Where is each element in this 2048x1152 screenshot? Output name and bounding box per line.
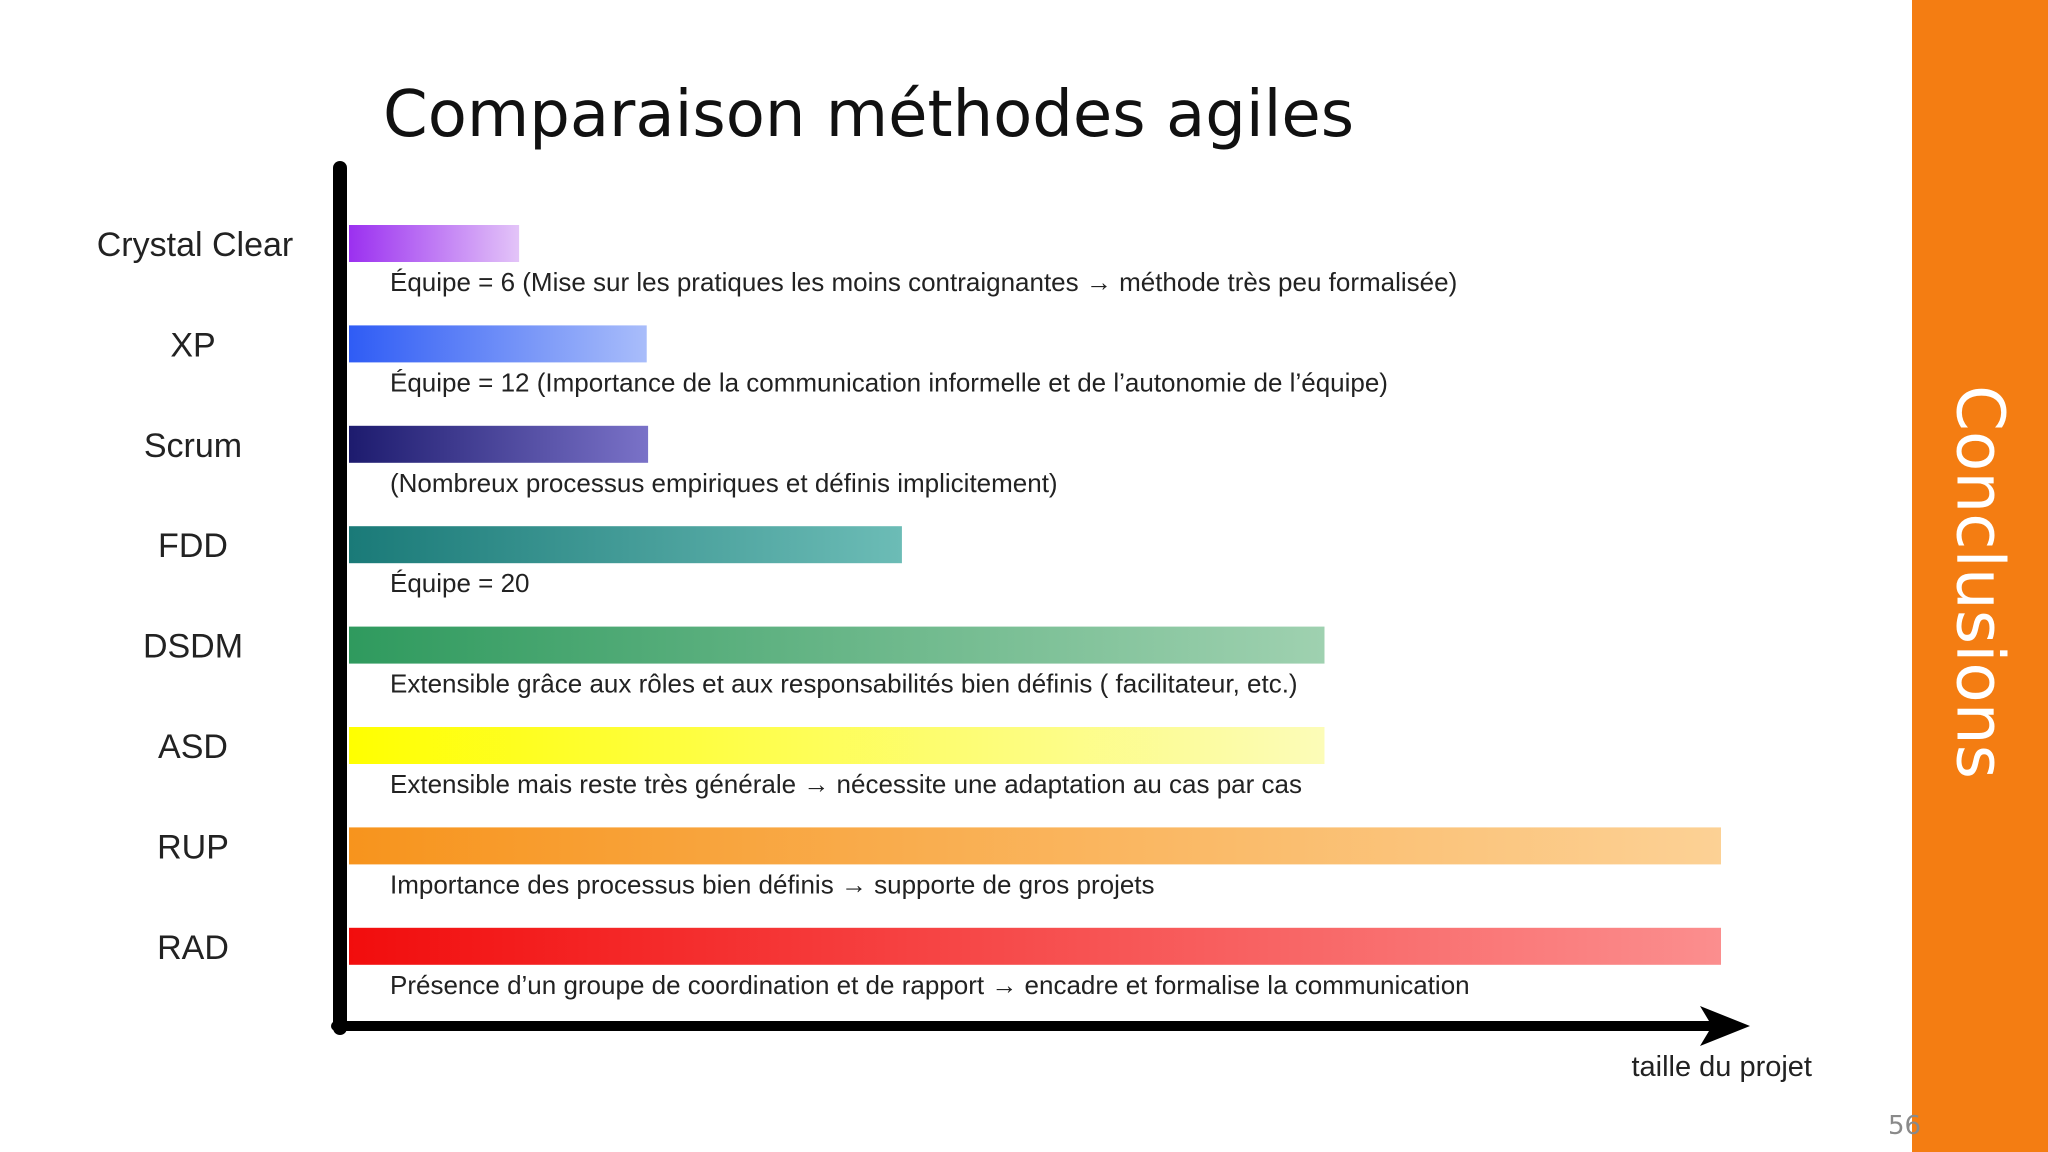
bar-description: Importance des processus bien définis → … <box>390 869 1155 899</box>
bar-rup <box>349 827 1721 865</box>
category-label: FDD <box>158 527 228 565</box>
x-axis-arrowhead <box>1700 1006 1750 1046</box>
category-label: RAD <box>157 929 229 967</box>
bar-description: Équipe = 20 <box>390 568 530 598</box>
x-axis-title: taille du projet <box>1631 1051 1812 1083</box>
page-number: 56 <box>1888 1111 1922 1141</box>
bar-description: (Nombreux processus empiriques et défini… <box>390 468 1058 498</box>
category-label: XP <box>170 326 215 364</box>
bar-dsdm <box>349 626 1325 664</box>
slide-title: Comparaison méthodes agiles <box>383 78 1355 152</box>
category-label: Crystal Clear <box>97 226 293 264</box>
section-label: Conclusions <box>1941 384 2019 780</box>
bar-description: Équipe = 6 (Mise sur les pratiques les m… <box>390 267 1457 297</box>
category-label: DSDM <box>143 628 243 666</box>
section-sidebar <box>1912 0 2048 1152</box>
bar-description: Extensible grâce aux rôles et aux respon… <box>390 669 1298 699</box>
bar-chart: Crystal Clear Équipe = 6 (Mise sur les pr… <box>97 161 1812 1083</box>
bar-description: Équipe = 12 (Importance de la communicat… <box>390 367 1388 397</box>
bar-asd <box>349 727 1325 764</box>
bar-crystal-clear <box>349 225 520 262</box>
bar-description: Extensible mais reste très générale → né… <box>390 769 1302 799</box>
bar-description: Présence d’un groupe de coordination et … <box>390 970 1470 1000</box>
category-label: ASD <box>158 728 228 766</box>
bar-scrum <box>349 425 649 463</box>
bar-fdd <box>349 526 902 564</box>
bar-xp <box>349 325 647 363</box>
category-label: Scrum <box>144 427 242 465</box>
category-label: RUP <box>157 828 229 866</box>
bar-rad <box>349 927 1721 965</box>
